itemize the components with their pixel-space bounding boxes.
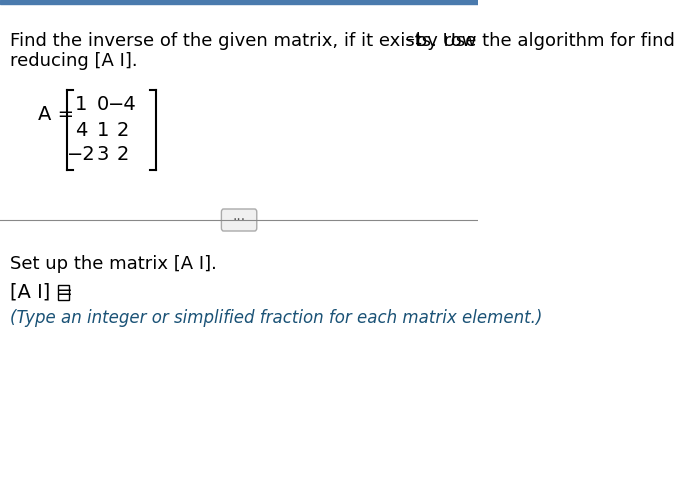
Text: by row: by row bbox=[410, 32, 477, 50]
Text: 2: 2 bbox=[116, 145, 128, 165]
Text: (Type an integer or simplified fraction for each matrix element.): (Type an integer or simplified fraction … bbox=[10, 309, 542, 327]
Bar bbox=[0, 0, 478, 4]
Text: 1: 1 bbox=[75, 96, 87, 115]
Text: 2: 2 bbox=[116, 120, 128, 140]
Text: A =: A = bbox=[39, 106, 74, 124]
Text: −4: −4 bbox=[108, 96, 137, 115]
Bar bbox=[58, 285, 68, 300]
Text: ···: ··· bbox=[233, 213, 245, 227]
Text: 0: 0 bbox=[97, 96, 109, 115]
Text: 3: 3 bbox=[97, 145, 109, 165]
Text: −2: −2 bbox=[67, 145, 96, 165]
Text: Set up the matrix [A I].: Set up the matrix [A I]. bbox=[10, 255, 217, 273]
Text: 1: 1 bbox=[97, 120, 109, 140]
Text: reducing [A I].: reducing [A I]. bbox=[10, 52, 137, 70]
Text: 4: 4 bbox=[75, 120, 87, 140]
Text: Find the inverse of the given matrix, if it exists. Use the algorithm for findin: Find the inverse of the given matrix, if… bbox=[10, 32, 676, 50]
Text: −1: −1 bbox=[405, 34, 423, 47]
FancyBboxPatch shape bbox=[222, 209, 257, 231]
Text: [A I] =: [A I] = bbox=[10, 283, 73, 302]
